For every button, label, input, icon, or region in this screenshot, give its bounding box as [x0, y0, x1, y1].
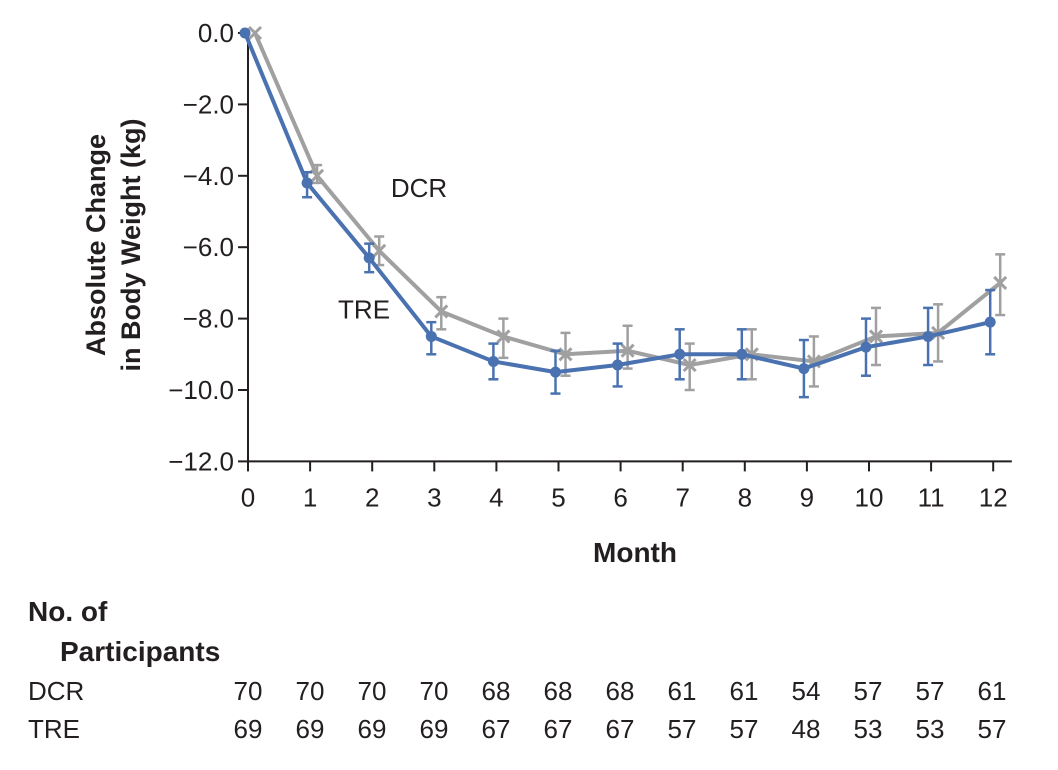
participants-count: 57	[915, 676, 945, 706]
y-axis-title-line: Absolute Change	[81, 134, 111, 356]
x-tick-label: 11	[918, 482, 945, 512]
participants-count: 69	[419, 714, 449, 744]
x-tick-label: 12	[979, 482, 1008, 512]
marker-stroke	[434, 304, 449, 319]
participants-count: 70	[419, 676, 449, 706]
participants-count: 69	[233, 714, 263, 744]
data-point	[984, 316, 996, 328]
marker-stroke	[496, 329, 511, 344]
participants-count: 68	[543, 676, 573, 706]
x-tick-label: 5	[551, 482, 565, 512]
x-tick-label: 6	[613, 482, 627, 512]
participants-count: 57	[853, 676, 883, 706]
participants-row-label: TRE	[28, 714, 80, 744]
participants-count: 68	[605, 676, 635, 706]
participants-title-line2: Participants	[60, 636, 221, 667]
x-tick-label: 8	[738, 482, 752, 512]
y-tick-label: −10.0	[168, 375, 234, 405]
participants-count: 69	[357, 714, 387, 744]
data-point	[487, 355, 499, 367]
x-tick-label: 7	[675, 482, 689, 512]
y-axis-ticks: 0.0 −2.0 −4.0 −6.0 −8.0 −10.0 −12.0	[168, 18, 248, 476]
marker-stroke	[620, 343, 635, 358]
data-point	[550, 366, 561, 378]
series-tre: TRE	[239, 27, 996, 399]
y-tick-label: 0.0	[198, 18, 234, 48]
marker-stroke	[247, 25, 263, 41]
participants-count: 57	[729, 714, 759, 744]
data-point	[860, 341, 872, 353]
y-tick-label: −6.0	[183, 232, 234, 262]
x-tick-label: 2	[365, 482, 379, 512]
data-point	[558, 347, 573, 362]
series-dcr: DCR	[247, 25, 1008, 392]
participants-count: 61	[729, 676, 759, 706]
participants-count: 57	[667, 714, 697, 744]
weight-change-chart: Absolute Change in Body Weight (kg) 0.0 −2…	[81, 18, 1012, 568]
x-tick-label: 4	[489, 482, 503, 512]
data-point	[239, 27, 251, 39]
participants-row-label: DCR	[28, 676, 85, 706]
data-point	[612, 359, 624, 371]
y-tick-label: −8.0	[183, 304, 234, 334]
participants-count: 68	[481, 676, 511, 706]
participants-count: 57	[977, 714, 1007, 744]
data-point	[310, 168, 325, 183]
series-layer: DCR TRE	[239, 25, 1008, 399]
participants-count: 67	[605, 714, 635, 744]
data-point	[922, 330, 934, 342]
x-tick-label: 0	[241, 482, 255, 512]
participants-count: 53	[915, 714, 945, 744]
participants-count: 48	[791, 714, 821, 744]
marker-stroke	[868, 329, 884, 344]
x-tick-label: 9	[800, 482, 814, 512]
series-label: DCR	[391, 173, 447, 203]
series-label: TRE	[338, 295, 390, 325]
participants-count: 61	[977, 676, 1007, 706]
data-point	[363, 252, 375, 264]
y-tick-label: −12.0	[168, 446, 234, 476]
participants-count: 61	[667, 676, 697, 706]
marker-stroke	[372, 243, 387, 258]
data-point	[496, 329, 511, 344]
data-point	[301, 177, 313, 189]
marker-stroke	[682, 357, 697, 373]
participants-count: 67	[481, 714, 511, 744]
participants-count: 70	[233, 676, 263, 706]
data-point	[247, 25, 263, 41]
data-point	[682, 357, 697, 373]
data-point	[434, 304, 449, 319]
participants-count: 70	[357, 676, 387, 706]
y-axis-title-line: in Body Weight (kg)	[116, 119, 146, 372]
x-axis-ticks: 0 1 2 3 4 5 6 7 8 9 10 11 12	[241, 461, 1008, 512]
participants-count: 67	[543, 714, 573, 744]
x-axis-title: Month	[593, 537, 677, 568]
x-tick-label: 1	[303, 482, 317, 512]
data-point	[674, 348, 686, 360]
participants-count: 70	[295, 676, 325, 706]
y-tick-label: −2.0	[183, 89, 234, 119]
data-point	[798, 363, 810, 375]
x-tick-label: 3	[427, 482, 441, 512]
participants-count: 53	[853, 714, 883, 744]
x-tick-label: 10	[855, 482, 884, 512]
participants-count: 54	[791, 676, 821, 706]
y-tick-label: −4.0	[183, 161, 234, 191]
marker-stroke	[558, 347, 573, 362]
data-point	[868, 329, 884, 344]
data-point	[993, 275, 1008, 290]
participants-count: 69	[295, 714, 325, 744]
data-point	[425, 330, 437, 342]
marker-stroke	[310, 168, 325, 183]
data-point	[620, 343, 635, 358]
y-axis-title: Absolute Change in Body Weight (kg)	[81, 119, 146, 372]
data-point	[736, 348, 748, 360]
participants-title-line1: No. of	[28, 596, 108, 627]
data-point	[372, 243, 387, 258]
marker-stroke	[993, 275, 1008, 290]
marker-stroke	[744, 347, 759, 362]
